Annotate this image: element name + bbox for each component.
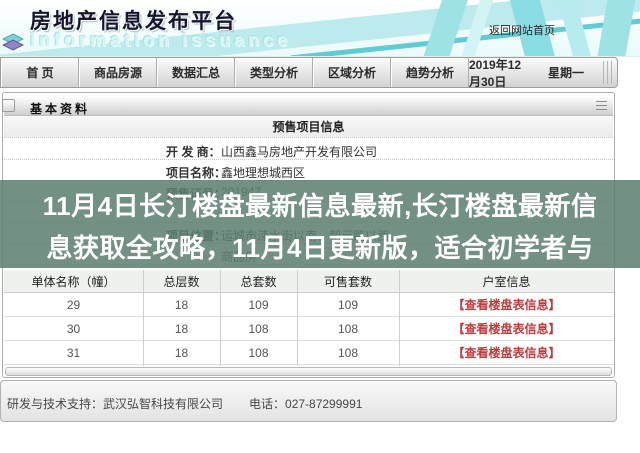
- nav-item-data-summary[interactable]: 数据汇总: [157, 58, 235, 87]
- main-navbar: 首 页 商品房源 数据汇总 类型分析 区域分析 趋势分析 2019年12月30日…: [0, 57, 618, 89]
- col-header-building: 单体名称（幢）: [31, 274, 116, 289]
- col-header-unit-info: 户室信息: [482, 274, 531, 289]
- overlay-text-line2: 息获取全攻略，11月4日更新版，适合初学者与: [46, 233, 594, 263]
- building-no: 30: [66, 321, 81, 336]
- nav-item-type-analysis[interactable]: 类型分析: [235, 58, 313, 87]
- current-weekday: 星期一: [547, 66, 584, 80]
- form-row-developer: 开 发 商： 山西鑫马房地产开发有限公司: [4, 139, 613, 160]
- project-name-label: 项目名称：: [166, 166, 227, 180]
- top-banner: 房地产信息发布平台 information issuance 返回网站首页: [0, 0, 640, 57]
- total-units: 108: [248, 321, 269, 336]
- watermark-overlay: 11月4日长汀楼盘最新信息最新,长汀楼盘最新信 息获取全攻略，11月4日更新版，…: [0, 180, 640, 268]
- developer-value: 山西鑫马房地产开发有限公司: [221, 145, 378, 159]
- view-building-table-link[interactable]: 【查看楼盘表信息】: [452, 322, 561, 336]
- presale-info-title: 预售项目信息: [4, 117, 613, 138]
- building-no: 29: [66, 297, 81, 312]
- footer-text: 研发与技术支持：武汉弘智科技有限公司 电话：027-87299991: [7, 395, 388, 412]
- grip-icon[interactable]: [596, 101, 607, 112]
- form-row-project-name: 项目名称： 鑫地理想城西区: [4, 160, 613, 181]
- table-row: 31 18 108 108 【查看楼盘表信息】: [4, 341, 614, 365]
- available-units: 109: [337, 297, 359, 312]
- nav-item-region-analysis[interactable]: 区域分析: [313, 58, 391, 87]
- panel-bottom-ridge: [5, 367, 612, 376]
- building-no: 31: [66, 345, 81, 360]
- table-header-row: 单体名称（幢） 总层数 总套数 可售套数 户室信息: [4, 270, 614, 293]
- table-column-divider: [399, 270, 400, 366]
- phone-text: 电话：027-87299991: [249, 397, 363, 411]
- floors: 18: [174, 321, 189, 336]
- site-subtitle: information issuance: [30, 30, 292, 50]
- nav-item-housing[interactable]: 商品房源: [79, 58, 157, 87]
- section-icon: [2, 99, 15, 112]
- total-units: 108: [248, 345, 269, 360]
- site-title: 房地产信息发布平台: [30, 10, 237, 33]
- platform-logo-icon: [1, 32, 25, 52]
- col-header-available-units: 可售套数: [323, 274, 372, 289]
- tech-support-text: 研发与技术支持：武汉弘智科技有限公司: [7, 397, 224, 411]
- navbar-ridge: [603, 61, 615, 84]
- col-header-floors: 总层数: [163, 274, 200, 289]
- section-title: 基本资料: [30, 102, 91, 116]
- footer-bar: 研发与技术支持：武汉弘智科技有限公司 电话：027-87299991: [0, 380, 617, 422]
- col-header-total-units: 总套数: [240, 274, 277, 289]
- nav-item-home[interactable]: 首 页: [1, 58, 79, 87]
- view-building-table-link[interactable]: 【查看楼盘表信息】: [452, 298, 561, 312]
- table-column-divider: [143, 270, 144, 366]
- total-units: 109: [248, 297, 269, 312]
- floors: 18: [174, 297, 189, 312]
- section-header-bar: 基本资料: [2, 97, 613, 116]
- table-column-divider: [220, 270, 221, 366]
- return-home-link[interactable]: 返回网站首页: [489, 25, 555, 37]
- view-building-table-link[interactable]: 【查看楼盘表信息】: [452, 346, 561, 360]
- content-panel: 基本资料 预售项目信息 开 发 商： 山西鑫马房地产开发有限公司 项目名称： 鑫…: [2, 92, 615, 378]
- available-units: 108: [337, 345, 359, 360]
- current-date: 2019年12月30日: [469, 57, 522, 89]
- table-row: 29 18 109 109 【查看楼盘表信息】: [4, 293, 614, 317]
- developer-label: 开 发 商：: [166, 145, 221, 159]
- floors: 18: [174, 345, 189, 360]
- available-units: 108: [337, 321, 359, 336]
- table-row: 30 18 108 108 【查看楼盘表信息】: [4, 317, 614, 341]
- overlay-text-line1: 11月4日长汀楼盘最新信息最新,长汀楼盘最新信: [42, 191, 598, 221]
- nav-item-trend-analysis[interactable]: 趋势分析: [391, 58, 469, 87]
- table-column-divider: [297, 270, 298, 366]
- project-name-value: 鑫地理想城西区: [221, 166, 306, 180]
